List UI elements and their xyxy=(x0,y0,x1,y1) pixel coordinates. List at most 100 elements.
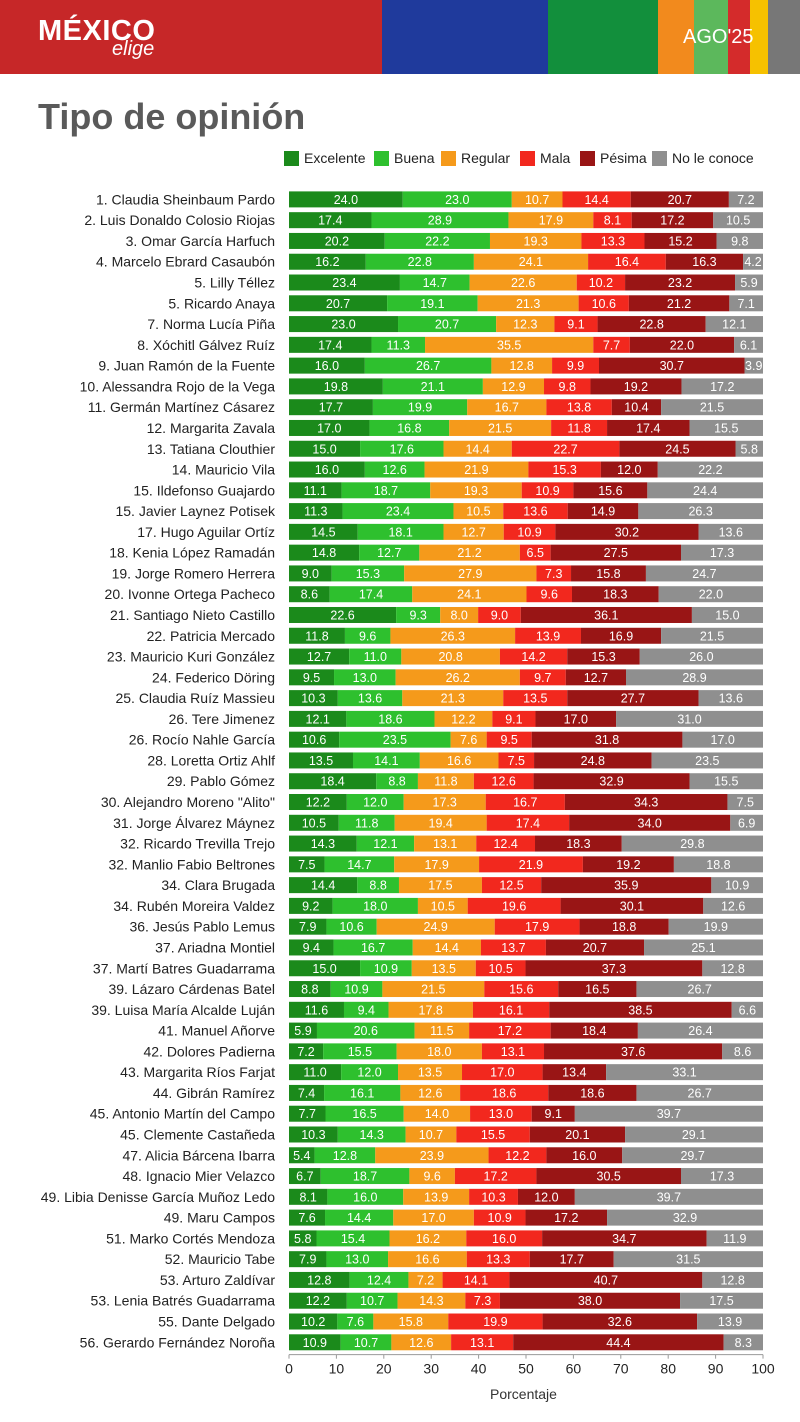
bar-segment-pésima xyxy=(542,1064,607,1081)
bar-segment-no-le-conoce xyxy=(722,1043,763,1060)
bar-segment-pésima xyxy=(665,253,744,270)
bar-segment-regular xyxy=(403,1105,471,1122)
bar-segment-excelente xyxy=(289,877,358,894)
bar-segment-pésima xyxy=(567,503,639,520)
data-label: 31.5 xyxy=(676,1253,700,1267)
data-label: 19.9 xyxy=(483,1315,507,1329)
data-label: 13.6 xyxy=(523,505,547,519)
bar-segment-pésima xyxy=(573,482,648,499)
data-label: 33.1 xyxy=(672,1066,696,1080)
bar-segment-buena xyxy=(387,295,478,312)
row-label: 49. Maru Campos xyxy=(164,1210,275,1226)
bar-segment-buena xyxy=(338,814,395,831)
bar-segment-mala xyxy=(476,835,536,852)
data-label: 17.4 xyxy=(516,816,540,830)
bar-segment-no-le-conoce xyxy=(651,752,763,769)
bar-segment-mala xyxy=(528,461,601,478)
bar-segment-no-le-conoce xyxy=(645,565,763,582)
bar-segment-regular xyxy=(482,378,545,395)
bar-segment-no-le-conoce xyxy=(689,773,763,790)
data-label: 9.2 xyxy=(302,899,319,913)
bar-segment-no-le-conoce xyxy=(744,357,763,374)
row-label: 28. Loretta Ortiz Ahlf xyxy=(147,752,275,768)
bar-segment-buena xyxy=(341,1064,399,1081)
bar-segment-no-le-conoce xyxy=(680,1292,763,1309)
data-label: 18.4 xyxy=(582,1024,606,1038)
row-label: 52. Mauricio Tabe xyxy=(165,1251,275,1267)
data-label: 15.3 xyxy=(591,650,615,664)
row-label: 53. Arturo Zaldívar xyxy=(160,1272,276,1288)
data-label: 30.7 xyxy=(660,359,684,373)
data-label: 12.1 xyxy=(306,712,330,726)
data-label: 12.0 xyxy=(363,796,387,810)
bar-segment-buena xyxy=(337,690,403,707)
bar-segment-pésima xyxy=(535,710,617,727)
bar-segment-pésima xyxy=(567,690,699,707)
bar-segment-regular xyxy=(412,586,527,603)
data-label: 6.5 xyxy=(527,546,544,560)
bar-segment-no-le-conoce xyxy=(689,419,763,436)
bar-segment-excelente xyxy=(289,1251,327,1268)
data-label: 26.3 xyxy=(441,629,465,643)
data-label: 26.7 xyxy=(416,359,440,373)
bar-segment-no-le-conoce xyxy=(731,1001,763,1018)
bar-segment-buena xyxy=(346,1292,398,1309)
data-label: 13.9 xyxy=(718,1315,742,1329)
bar-segment-regular xyxy=(408,1271,443,1288)
data-label: 15.4 xyxy=(341,1232,365,1246)
data-label: 13.5 xyxy=(523,692,547,706)
bar-segment-excelente xyxy=(289,814,339,831)
row-label: 15. Ildefonso Guajardo xyxy=(133,482,275,498)
legend-swatch-1 xyxy=(374,151,389,166)
x-tick-label: 30 xyxy=(423,1361,439,1377)
bar-segment-mala xyxy=(503,690,568,707)
data-label: 13.1 xyxy=(433,837,457,851)
bar-segment-pésima xyxy=(631,212,714,229)
data-label: 38.5 xyxy=(628,1003,652,1017)
bar-segment-excelente xyxy=(289,253,366,270)
bar-segment-regular xyxy=(397,1292,466,1309)
bar-segment-no-le-conoce xyxy=(734,336,763,353)
bar-segment-excelente xyxy=(289,357,365,374)
row-label: 34. Rubén Moreira Valdez xyxy=(113,898,275,914)
data-label: 15.8 xyxy=(596,567,620,581)
data-label: 13.9 xyxy=(536,629,560,643)
row-label: 32. Manlio Fabio Beltrones xyxy=(108,856,275,872)
x-tick-label: 90 xyxy=(708,1361,724,1377)
data-label: 14.3 xyxy=(311,837,335,851)
bar-segment-no-le-conoce xyxy=(639,648,763,665)
bar-segment-pésima xyxy=(541,877,712,894)
bar-segment-regular xyxy=(473,253,589,270)
bar-segment-regular xyxy=(477,295,579,312)
data-label: 5.8 xyxy=(741,442,758,456)
data-label: 16.4 xyxy=(615,255,639,269)
data-label: 13.7 xyxy=(501,941,525,955)
data-label: 14.4 xyxy=(311,879,335,893)
data-label: 20.1 xyxy=(565,1128,589,1142)
data-label: 15.8 xyxy=(399,1315,423,1329)
x-tick-label: 10 xyxy=(329,1361,345,1377)
data-label: 17.4 xyxy=(359,588,383,602)
x-tick-label: 80 xyxy=(660,1361,676,1377)
data-label: 20.7 xyxy=(668,193,692,207)
data-label: 17.3 xyxy=(433,796,457,810)
bar-segment-mala xyxy=(503,503,568,520)
bar-segment-pésima xyxy=(569,814,731,831)
row-label: 25. Claudia Ruíz Massieu xyxy=(115,690,275,706)
data-label: 13.9 xyxy=(424,1190,448,1204)
bar-segment-buena xyxy=(327,1188,404,1205)
row-label: 10. Alessandra Rojo de la Vega xyxy=(80,378,276,394)
bar-segment-regular xyxy=(467,399,547,416)
data-label: 7.9 xyxy=(299,920,316,934)
bar-segment-pésima xyxy=(499,1292,681,1309)
data-label: 16.5 xyxy=(352,1107,376,1121)
bar-segment-no-le-conoce xyxy=(661,399,763,416)
data-label: 19.3 xyxy=(464,484,488,498)
bar-segment-no-le-conoce xyxy=(713,212,763,229)
data-label: 17.0 xyxy=(711,733,735,747)
data-label: 22.8 xyxy=(408,255,432,269)
data-label: 12.6 xyxy=(721,899,745,913)
row-label: 53. Lenia Batrés Guadarrama xyxy=(91,1293,276,1309)
legend-swatch-5 xyxy=(652,151,667,166)
data-label: 17.9 xyxy=(525,920,549,934)
